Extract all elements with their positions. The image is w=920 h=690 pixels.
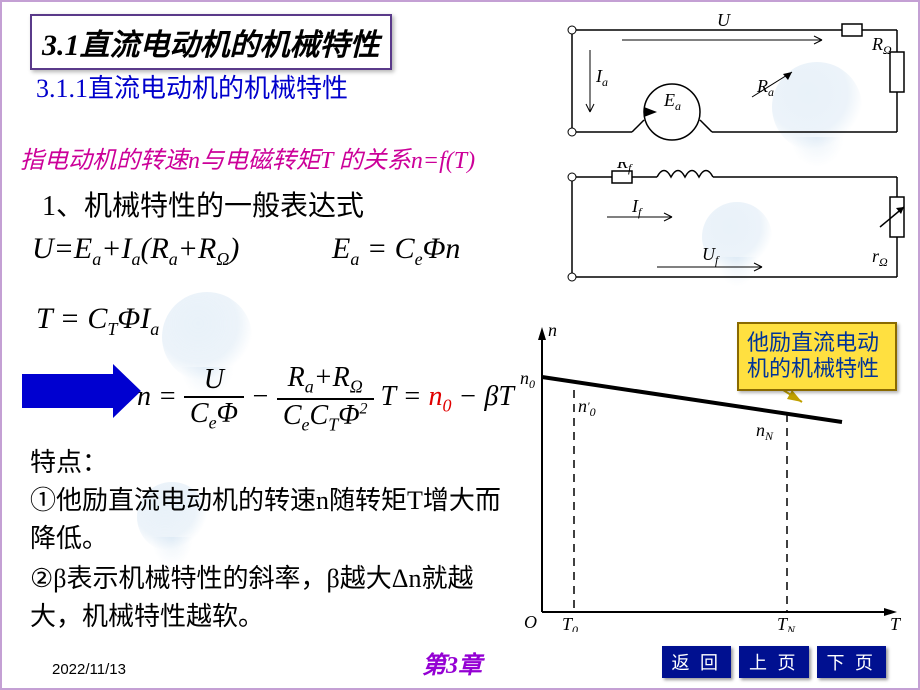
svg-text:n0: n0: [520, 368, 535, 391]
nav-next-button[interactable]: 下 页: [817, 646, 887, 678]
svg-text:If: If: [631, 196, 643, 219]
svg-text:Rf: Rf: [616, 162, 633, 175]
equation-3: T = CTΦIa: [36, 302, 159, 340]
svg-text:T: T: [890, 614, 902, 632]
svg-text:TN: TN: [777, 614, 796, 632]
main-title: 3.1直流电动机的机械特性: [42, 20, 380, 64]
svg-text:Ia: Ia: [595, 66, 608, 89]
feature-2: ②β表示机械特性的斜率，β越大Δn就越大，机械特性越软。: [30, 560, 510, 635]
svg-text:rΩ: rΩ: [872, 246, 888, 269]
nav-prev-button[interactable]: 上 页: [739, 646, 809, 678]
label-box: 他励直流电动机的机械特性: [737, 322, 897, 391]
svg-text:T0: T0: [562, 614, 578, 632]
svg-text:Ra: Ra: [756, 76, 774, 99]
equation-2: Ea = CeΦn: [332, 232, 460, 270]
date-text: 2022/11/13: [52, 661, 126, 678]
feature-1: ①他励直流电动机的转速n随转矩T增大而降低。: [30, 482, 510, 557]
chapter-text: 第3章: [422, 645, 482, 680]
section-heading: 1、机械特性的一般表达式: [42, 184, 364, 224]
circuit-diagram-2: Rf If Uf rΩ: [562, 162, 912, 292]
main-equation: n = UCeΦ − Ra+RΩCeCTΦ2 T = n0 − βT: [137, 362, 514, 435]
svg-text:Uf: Uf: [702, 244, 720, 267]
nav-buttons: 返 回 上 页 下 页: [660, 646, 889, 678]
nav-back-button[interactable]: 返 回: [662, 646, 732, 678]
svg-text:n: n: [548, 320, 557, 340]
circuit-diagram-1: U Ia Ea Ra RΩ: [562, 12, 912, 152]
arrow-icon: [22, 374, 117, 408]
subtitle: 3.1.1直流电动机的机械特性: [36, 68, 348, 105]
svg-text:O: O: [524, 612, 537, 632]
relation-text: 指电动机的转速n与电磁转矩T 的关系n=f(T): [20, 140, 475, 175]
svg-text:U: U: [717, 12, 731, 30]
features-title: 特点：: [30, 444, 108, 482]
svg-text:RΩ: RΩ: [871, 34, 892, 57]
title-box: 3.1直流电动机的机械特性: [30, 14, 392, 70]
equation-1: U=Ea+Ia(Ra+RΩ): [32, 232, 239, 270]
svg-text:n′0: n′0: [578, 396, 596, 419]
svg-text:nN: nN: [756, 420, 774, 443]
